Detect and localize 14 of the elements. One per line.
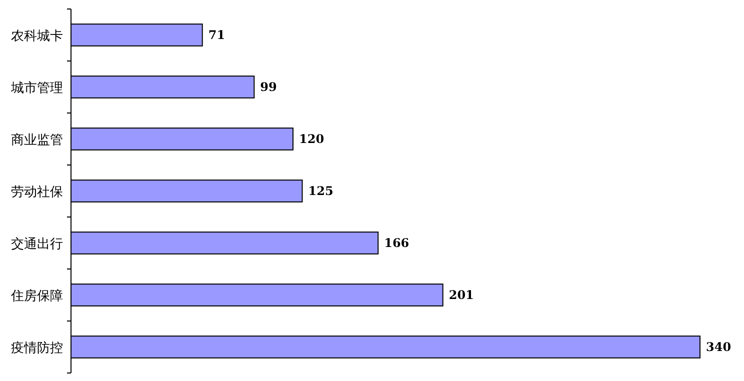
y-tick-label: 城市管理	[10, 81, 63, 96]
y-tick-label: 劳动社保	[11, 185, 63, 200]
data-label: 71	[208, 28, 226, 42]
data-label: 99	[260, 80, 277, 94]
data-label: 125	[308, 184, 334, 198]
data-label: 340	[706, 340, 732, 354]
y-tick-label: 住房保障	[10, 288, 63, 304]
y-tick-label: 疫情防控	[11, 341, 63, 356]
data-label: 201	[448, 288, 474, 302]
data-label: 120	[299, 132, 324, 146]
y-tick-label: 农科城卡	[11, 29, 63, 44]
y-tick-label: 商业监管	[11, 133, 63, 148]
y-tick-label: 交通出行	[11, 236, 63, 252]
data-label: 166	[384, 236, 410, 250]
